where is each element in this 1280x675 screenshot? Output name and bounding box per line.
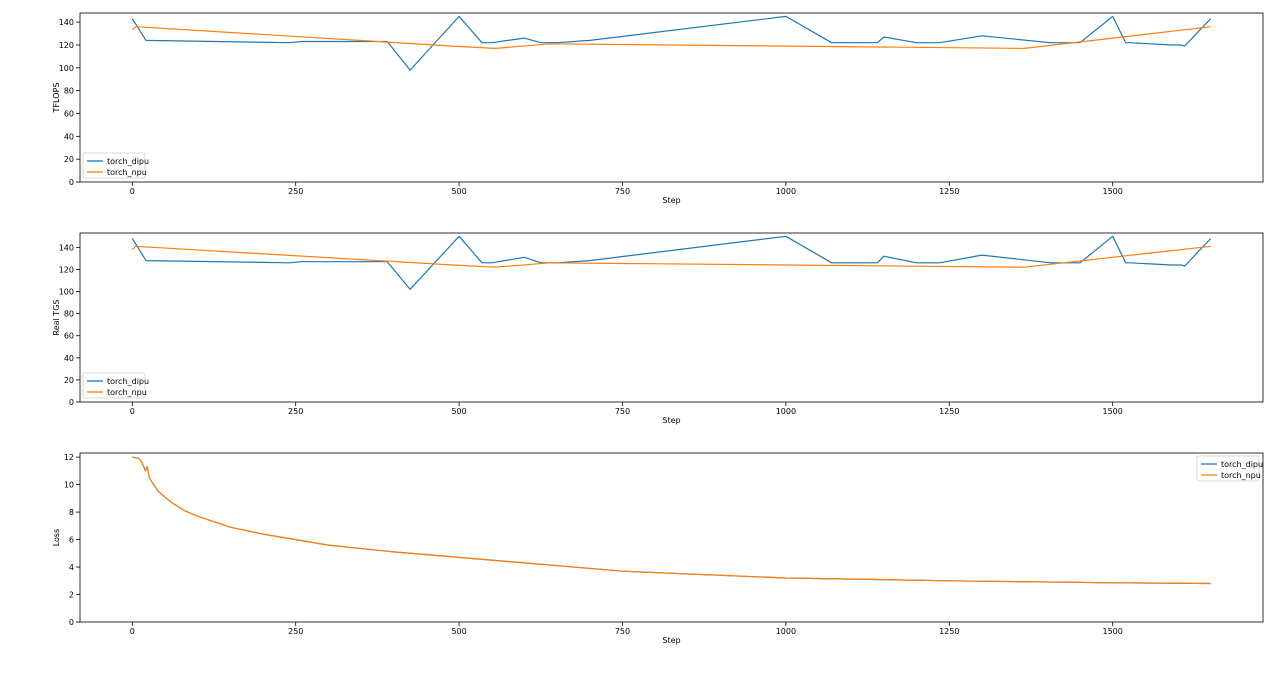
x-tick-label: 1250 xyxy=(939,407,959,416)
legend-label-torch-npu: torch_npu xyxy=(107,168,147,177)
x-tick-label: 1500 xyxy=(1102,187,1122,196)
x-tick-label: 750 xyxy=(615,627,630,636)
y-tick-label: 100 xyxy=(59,64,74,73)
y-tick-label: 100 xyxy=(59,288,74,297)
x-tick-label: 0 xyxy=(130,407,135,416)
y-tick-label: 120 xyxy=(59,265,74,274)
x-tick-label: 500 xyxy=(451,187,466,196)
x-tick-label: 0 xyxy=(130,187,135,196)
y-tick-label: 2 xyxy=(69,591,74,600)
series-line-torch-dipu xyxy=(131,235,1212,290)
x-tick-label: 250 xyxy=(288,187,303,196)
series-line-torch-dipu xyxy=(132,456,1211,585)
y-tick-label: 0 xyxy=(69,398,74,407)
axes-frame xyxy=(79,232,1264,403)
x-tick-label: 500 xyxy=(451,407,466,416)
y-tick-label: 40 xyxy=(64,354,74,363)
real-tgs-panel: 0 250 500 750 1000 1250 1500 0 20 40 60 80 100 120 140… xyxy=(52,232,1264,425)
axes-frame xyxy=(79,12,1264,183)
x-tick-label: 1250 xyxy=(939,187,959,196)
y-tick-label: 60 xyxy=(64,332,74,341)
legend-label-torch-dipu: torch_dipu xyxy=(107,377,149,386)
loss-panel: 0 250 500 750 1000 1250 1500 0 2 4 6 8 10 12 Step Loss t… xyxy=(52,452,1264,645)
y-tick-label: 140 xyxy=(59,18,74,27)
x-tick-label: 500 xyxy=(451,627,466,636)
y-axis-label: Real TGS xyxy=(52,300,61,336)
x-tick-label: 1000 xyxy=(776,627,796,636)
x-tick-label: 250 xyxy=(288,627,303,636)
y-tick-label: 40 xyxy=(64,132,74,141)
y-tick-label: 20 xyxy=(64,155,74,164)
y-tick-label: 0 xyxy=(69,178,74,187)
x-tick-label: 1250 xyxy=(939,627,959,636)
y-axis-label: TFLOPS xyxy=(52,83,61,114)
y-tick-label: 4 xyxy=(69,563,74,572)
tflops-panel: 0 250 500 750 1000 1250 1500 0 20 40 60 80 100 120 140… xyxy=(52,12,1264,205)
y-tick-label: 80 xyxy=(64,87,74,96)
x-tick-label: 250 xyxy=(288,407,303,416)
y-tick-label: 20 xyxy=(64,376,74,385)
y-tick-label: 6 xyxy=(69,536,74,545)
series-line-torch-npu xyxy=(132,456,1211,585)
x-tick-label: 1000 xyxy=(776,407,796,416)
legend: torch_dipu torch_npu xyxy=(82,152,149,179)
y-tick-label: 12 xyxy=(64,453,74,462)
y-tick-label: 8 xyxy=(69,508,74,517)
x-axis-label: Step xyxy=(662,416,680,425)
y-tick-label: 80 xyxy=(64,310,74,319)
legend-label-torch-npu: torch_npu xyxy=(107,388,147,397)
y-tick-label: 60 xyxy=(64,109,74,118)
x-axis-label: Step xyxy=(662,196,680,205)
y-tick-label: 140 xyxy=(59,243,74,252)
y-tick-label: 120 xyxy=(59,41,74,50)
x-axis-label: Step xyxy=(662,636,680,645)
series-line-torch-dipu xyxy=(131,15,1212,71)
y-axis-label: Loss xyxy=(52,529,61,547)
x-tick-label: 750 xyxy=(615,407,630,416)
legend: torch_dipu torch_npu xyxy=(1196,455,1263,482)
x-tick-label: 0 xyxy=(130,627,135,636)
legend: torch_dipu torch_npu xyxy=(82,372,149,399)
legend-label-torch-dipu: torch_dipu xyxy=(1221,460,1263,469)
x-tick-label: 1500 xyxy=(1102,627,1122,636)
axes-frame xyxy=(79,452,1264,623)
series-line-torch-npu xyxy=(131,26,1211,50)
y-tick-label: 0 xyxy=(69,618,74,627)
x-tick-label: 1500 xyxy=(1102,407,1122,416)
series-line-torch-npu xyxy=(131,245,1211,268)
x-tick-label: 750 xyxy=(615,187,630,196)
legend-label-torch-npu: torch_npu xyxy=(1221,471,1261,480)
legend-label-torch-dipu: torch_dipu xyxy=(107,157,149,166)
y-tick-label: 10 xyxy=(64,481,74,490)
x-tick-label: 1000 xyxy=(776,187,796,196)
